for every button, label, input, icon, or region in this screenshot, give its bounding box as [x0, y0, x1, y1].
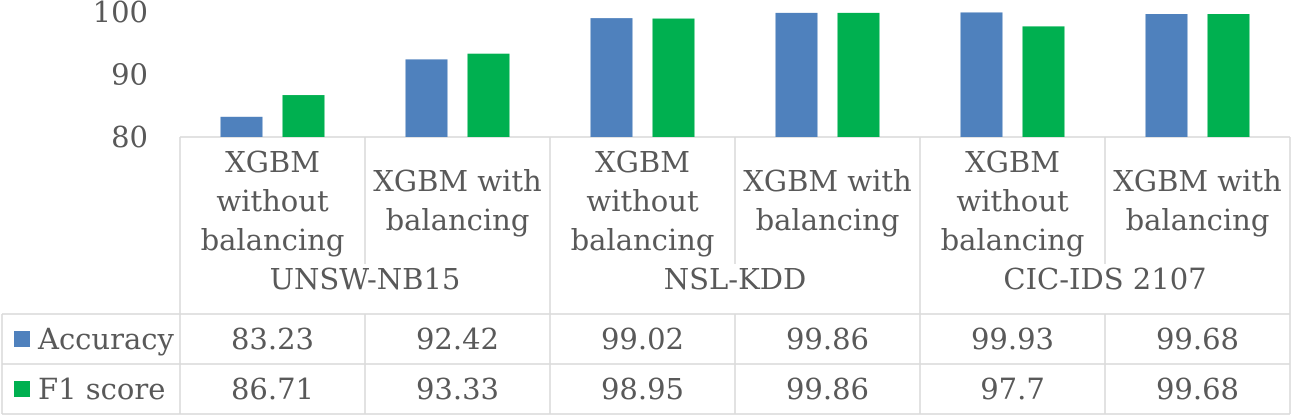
category-labels: XGBM without balancing XGBM with balancing XG…: [201, 145, 1282, 296]
category-label: XGBM without balancing: [571, 145, 715, 257]
legend-swatch: [14, 331, 30, 347]
data-table-cell: 92.42: [416, 322, 499, 356]
legend-label: F1 score: [38, 372, 165, 406]
y-tick-label: 100: [93, 0, 148, 29]
bar-accuracy: [590, 18, 633, 137]
data-table-cell: 93.33: [416, 372, 499, 406]
legend-label: Accuracy: [37, 322, 174, 356]
data-table-cell: 98.95: [601, 372, 684, 406]
data-table-cell: 99.02: [601, 322, 684, 356]
bar-f1-score: [1207, 14, 1250, 137]
bar-f1-score: [1022, 26, 1065, 137]
bar-accuracy: [960, 12, 1003, 137]
group-label: CIC-IDS 2107: [1003, 262, 1206, 296]
bar-f1-score: [837, 12, 880, 137]
bar-accuracy: [1145, 14, 1188, 137]
data-table-cell: 83.23: [231, 322, 314, 356]
data-table-cell: 99.86: [786, 322, 869, 356]
group-label: NSL-KDD: [664, 262, 806, 296]
data-table: Accuracy 83.23 92.42 99.02 99.86 99.93 99.68 F1…: [14, 322, 1239, 406]
bar-f1-score: [652, 18, 695, 137]
group-label: UNSW-NB15: [270, 262, 461, 296]
data-table-cell: 97.7: [980, 372, 1045, 406]
data-table-cell: 99.68: [1156, 322, 1239, 356]
legend-swatch: [14, 381, 30, 397]
data-table-cell: 86.71: [231, 372, 314, 406]
category-label: XGBM with balancing: [373, 164, 541, 237]
y-axis: 80 90 100: [93, 0, 148, 154]
bar-accuracy: [405, 59, 448, 137]
data-table-cell: 99.86: [786, 372, 869, 406]
data-table-cell: 99.93: [971, 322, 1054, 356]
category-label: XGBM with balancing: [1113, 164, 1281, 237]
bar-accuracy: [220, 116, 263, 137]
bars: [220, 12, 1250, 137]
y-tick-label: 90: [111, 58, 148, 92]
bar-f1-score: [282, 95, 325, 137]
bar-accuracy: [775, 12, 818, 137]
table-grid: [1, 136, 1291, 415]
category-label: XGBM with balancing: [743, 164, 911, 237]
y-tick-label: 80: [111, 120, 148, 154]
data-table-cell: 99.68: [1156, 372, 1239, 406]
category-label: XGBM without balancing: [201, 145, 345, 257]
category-label: XGBM without balancing: [941, 145, 1085, 257]
bar-f1-score: [467, 53, 510, 137]
